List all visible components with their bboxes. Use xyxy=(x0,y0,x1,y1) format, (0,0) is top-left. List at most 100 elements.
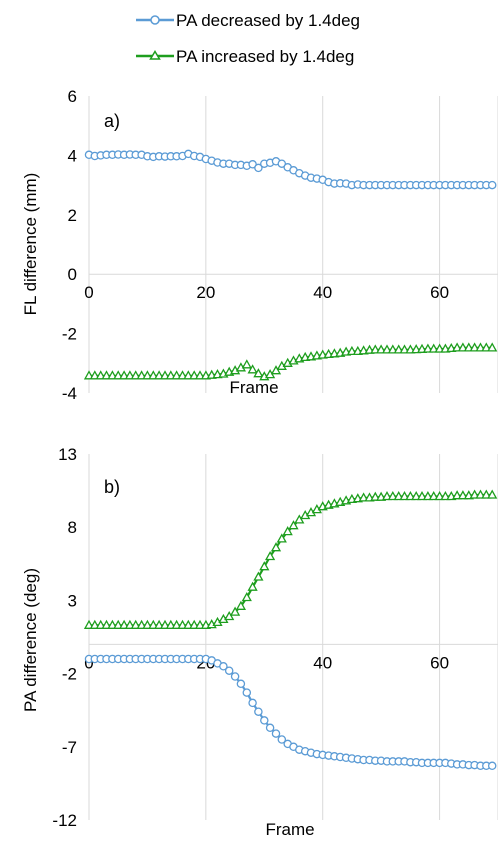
chart-a-point-triangle xyxy=(469,342,480,352)
chart-b-point-triangle xyxy=(469,489,480,499)
chart-a-point-triangle xyxy=(118,370,130,380)
chart-a-point-triangle xyxy=(194,370,206,380)
chart-b-point-circle xyxy=(224,666,234,675)
legend-marker-circle xyxy=(150,15,160,25)
chart-b-point-triangle xyxy=(130,619,141,629)
chart-a-point-triangle xyxy=(451,342,463,352)
chart-b-y-label: PA difference (deg) xyxy=(21,568,40,712)
chart-a-point-triangle xyxy=(153,370,165,380)
chart-a-point-triangle xyxy=(399,344,410,354)
chart-a-panel-label: a) xyxy=(104,111,120,131)
chart-b-point-triangle xyxy=(451,490,463,500)
chart-a-point-triangle xyxy=(457,342,469,352)
chart-b-point-triangle xyxy=(224,610,235,621)
chart-b-point-triangle xyxy=(475,489,486,499)
chart-b-point-triangle xyxy=(276,533,287,543)
chart-b-y-tick-labels: -12 -7 -2 3 8 13 xyxy=(52,445,77,830)
chart-b-point-circle xyxy=(271,729,281,738)
chart-a-point-triangle xyxy=(171,370,182,380)
chart-b-point-triangle xyxy=(148,619,159,629)
chart-b-point-triangle xyxy=(434,490,445,501)
chart-b-series-line xyxy=(89,493,493,627)
chart-b-point-circle xyxy=(230,672,240,681)
chart-b-point-triangle xyxy=(229,606,241,616)
chart-a-point-circle xyxy=(254,163,263,173)
chart-a-point-triangle xyxy=(270,365,282,375)
chart-b-point-triangle xyxy=(235,600,247,610)
chart-b-point-triangle xyxy=(165,619,176,629)
chart-a-point-triangle xyxy=(136,370,147,380)
chart-b-point-triangle xyxy=(142,619,153,629)
chart-b-point-circle xyxy=(254,707,263,716)
chart-b-point-triangle xyxy=(428,490,439,501)
chart-b-point-triangle xyxy=(457,490,469,500)
chart-b-point-triangle xyxy=(440,490,451,501)
chart-b-point-triangle xyxy=(113,619,124,629)
chart-b-point-triangle xyxy=(422,490,434,501)
chart-b-point-triangle xyxy=(370,491,381,501)
chart-a-point-circle xyxy=(487,180,497,190)
chart-b-point-triangle xyxy=(95,619,106,629)
chart-a-point-triangle xyxy=(113,370,124,380)
chart-a-point-triangle xyxy=(83,370,95,380)
chart-b-point-triangle xyxy=(241,591,252,602)
chart-a-point-circle xyxy=(277,159,287,168)
chart-a-y-tick-label: 4 xyxy=(68,146,77,165)
chart-a-y-tick-label: -2 xyxy=(62,325,77,344)
chart-b-point-circle xyxy=(277,735,287,744)
chart-b-point-triangle xyxy=(153,619,165,629)
chart-a-point-triangle xyxy=(189,370,200,380)
chart-b-point-circle xyxy=(260,716,269,725)
chart-a-x-tick-labels: 0 20 40 60 xyxy=(84,283,449,302)
chart-a-point-triangle xyxy=(107,370,118,380)
chart-b-point-triangle xyxy=(294,514,305,524)
chart-b-y-tick-label: -7 xyxy=(62,738,77,757)
chart-a-point-triangle xyxy=(101,370,112,380)
chart-a-y-tick-label: 6 xyxy=(68,87,77,106)
chart-b-point-triangle xyxy=(83,619,95,629)
chart-a-point-triangle xyxy=(393,344,404,354)
chart-b-point-triangle xyxy=(101,619,112,629)
chart-b-point-triangle xyxy=(107,619,118,629)
chart-b-point-triangle xyxy=(416,490,428,501)
chart-a-y-tick-label: 2 xyxy=(68,206,77,225)
chart-a-y-tick-label: 0 xyxy=(68,265,77,284)
chart-b-point-triangle xyxy=(288,520,299,530)
chart-a-x-tick-label: 0 xyxy=(84,283,93,302)
chart-b-point-triangle xyxy=(253,571,264,581)
chart-b-x-tick-label: 40 xyxy=(313,653,332,672)
chart-a-gridlines xyxy=(88,96,498,393)
chart-b-point-circle xyxy=(236,679,246,689)
chart-b-y-tick-label: 8 xyxy=(68,518,77,537)
chart-a-point-triangle xyxy=(241,359,252,369)
chart-b-point-triangle xyxy=(405,490,416,501)
chart-b-point-triangle xyxy=(118,619,130,629)
chart-a-point-triangle xyxy=(177,370,188,380)
chart-a-point-triangle xyxy=(183,370,194,380)
chart-b-point-circle xyxy=(487,761,497,771)
chart-a-point-triangle xyxy=(165,370,176,380)
chart-b-point-triangle xyxy=(124,619,136,629)
chart-b-point-circle xyxy=(265,723,275,733)
chart-b-y-tick-label: 3 xyxy=(68,591,77,610)
chart-a-point-triangle xyxy=(375,344,387,354)
legend: PA decreased by 1.4deg PA increased by 1… xyxy=(136,11,360,66)
legend-marker-triangle xyxy=(149,50,161,60)
chart-b-point-circle xyxy=(219,662,228,671)
chart-b-point-triangle xyxy=(136,619,147,629)
chart-a-point-triangle xyxy=(463,342,474,352)
chart-a-x-label: Frame xyxy=(229,378,278,397)
chart-a-point-triangle xyxy=(481,342,492,352)
chart-a-point-triangle xyxy=(253,368,264,378)
chart-b-point-triangle xyxy=(89,619,100,629)
chart-a-point-triangle xyxy=(159,370,171,380)
chart-b-y-tick-label: -12 xyxy=(52,811,77,830)
chart-a-point-triangle xyxy=(428,343,439,353)
chart-b-point-triangle xyxy=(247,581,258,591)
chart-a-y-tick-labels: -4 -2 0 2 4 6 xyxy=(62,87,77,403)
chart-a-series xyxy=(83,149,498,381)
chart-a-point-triangle xyxy=(422,343,434,353)
chart-b-point-triangle xyxy=(171,619,182,629)
